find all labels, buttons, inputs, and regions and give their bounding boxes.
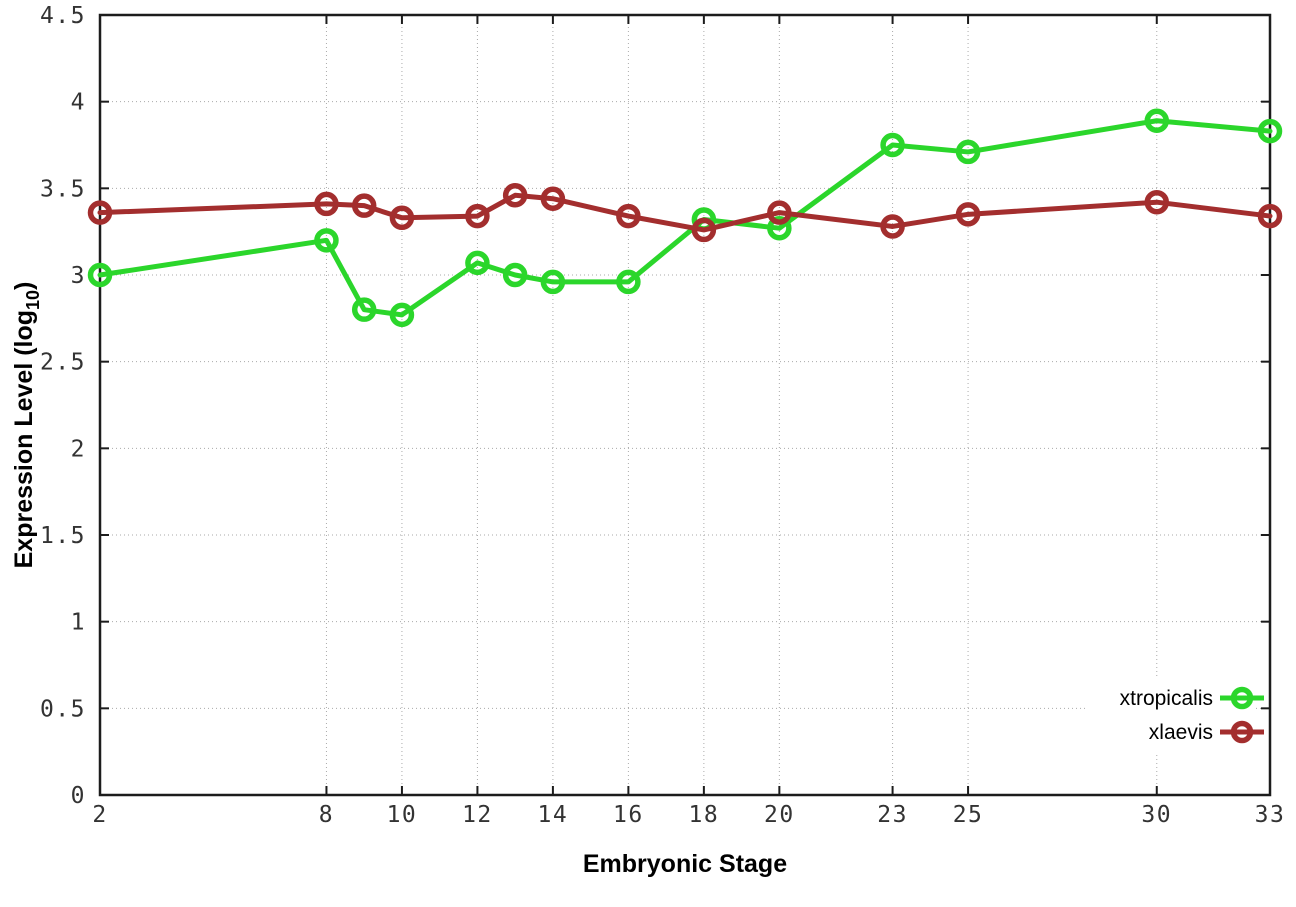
series-line-xtropicalis [97,118,1273,318]
data-point-xtropicalis [502,262,528,288]
x-axis-title: Embryonic Stage [583,850,787,878]
data-point-xtropicalis [540,269,566,295]
legend-sample-marker-xtropicalis [1230,686,1254,710]
legend-sample-marker-xlaevis [1230,720,1254,744]
data-point-xtropicalis [389,302,415,328]
y-tick-label: 1.5 [40,523,86,549]
x-tick-label: 16 [613,802,644,828]
data-point-xlaevis [880,214,905,239]
data-point-xlaevis [767,200,792,225]
data-point-xlaevis [1257,203,1283,229]
plot-border [98,13,1272,797]
data-point-xtropicalis [314,228,339,253]
data-point-xtropicalis [616,269,641,295]
grid-lines [100,15,1270,795]
x-tick-label: 12 [462,802,493,828]
y-tick-label: 2 [71,436,86,462]
x-tick-label: 2 [92,802,107,828]
x-tick-label: 25 [953,802,984,828]
y-axis-title: Expression Level (log10) [10,282,43,569]
legend-background [1086,678,1254,752]
x-tick-label: 30 [1141,802,1172,828]
y-tick-label: 2.5 [40,350,86,376]
data-point-xtropicalis [87,262,113,288]
data-point-xtropicalis [1144,108,1170,133]
y-tick-label: 0 [71,783,86,809]
data-series [87,108,1283,328]
y-tick-label: 3.5 [40,176,86,202]
x-tick-label: 23 [877,802,908,828]
x-tick-label: 18 [689,802,720,828]
data-point-xlaevis [389,205,415,231]
data-point-xlaevis [955,202,981,227]
data-point-xlaevis [351,193,377,218]
data-point-xlaevis [616,203,641,229]
series-line-xlaevis [97,192,1273,233]
y-tick-label: 0.5 [40,696,86,722]
data-point-xlaevis [540,186,566,211]
y-tick-label: 4.5 [40,3,86,29]
data-point-xlaevis [465,203,490,229]
y-tick-label: 1 [71,610,86,636]
x-tick-label: 14 [538,802,569,828]
data-point-xtropicalis [351,297,377,322]
data-point-xlaevis [87,200,113,225]
x-tick-label: 10 [387,802,418,828]
data-point-xtropicalis [767,215,792,241]
x-tick-label: 20 [764,802,795,828]
legend: xtropicalis xlaevis [1086,678,1264,752]
tick-labels: 2 8 10 12 14 16 18 20 23 25 30 33 0 0.5 1 1.5 2 2.5 3 3.5 4 4… [40,3,1286,828]
data-point-xlaevis [502,183,528,208]
x-tick-label: 33 [1255,802,1286,828]
data-point-xtropicalis [955,139,981,165]
data-point-xlaevis [691,217,717,243]
legend-label-xlaevis: xlaevis [1149,721,1213,744]
data-point-xtropicalis [880,132,905,158]
y-tick-label: 4 [71,90,86,116]
data-point-xlaevis [1144,189,1170,215]
x-tick-label: 8 [319,802,334,828]
y-tick-label: 3 [71,263,86,289]
data-point-xlaevis [314,191,339,217]
legend-label-xtropicalis: xtropicalis [1120,687,1213,710]
data-point-xtropicalis [465,250,490,276]
data-point-xtropicalis [1257,118,1283,144]
